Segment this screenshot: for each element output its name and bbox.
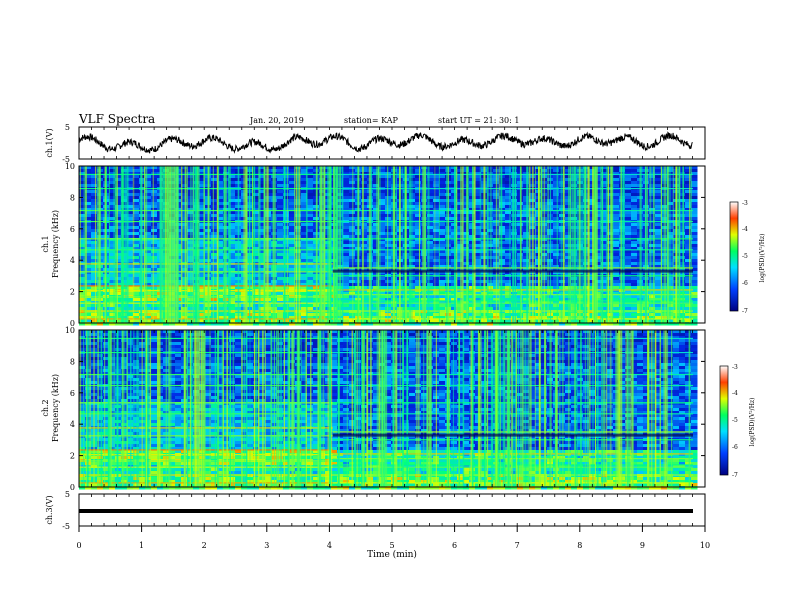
cb2-label: log(PSD)(V²/Hz): [749, 398, 756, 447]
ch1-waveform-line: [78, 131, 693, 154]
cb2-tick: -7: [732, 472, 738, 479]
ch1-ytick-bottom: -5: [62, 155, 70, 164]
cb2-tick: -6: [732, 444, 738, 451]
start-time-label: start UT = 21: 30: 1: [438, 116, 519, 125]
spec-ytick-label: 0: [70, 483, 75, 492]
date-label: Jan. 20, 2019: [249, 116, 304, 125]
ch3-ytick-bottom: -5: [62, 522, 70, 531]
spec-ytick-label: 10: [65, 326, 75, 335]
figure-title: VLF Spectra: [78, 112, 155, 126]
spec-ytick-label: 6: [70, 225, 75, 234]
cb1-label: log(PSD)(V²/Hz): [759, 234, 766, 283]
ch1-spec-channel-label: ch.1: [41, 235, 50, 252]
cb2-tick: -4: [732, 390, 738, 397]
cb2-tick: -3: [732, 364, 738, 371]
ch1-ylabel: ch.1(V): [45, 128, 54, 157]
ch1-spectrogram-image: [79, 166, 698, 326]
ch1-spectrogram-panel: 0 2 4 6 8 10 ch.1 Frequency (kHz): [41, 162, 706, 328]
spec-ytick-label: 4: [70, 256, 75, 265]
x-tick-label: 3: [264, 541, 269, 550]
x-axis: 0 1 2 3 4 5 6 7 8 9 10: [76, 127, 710, 550]
spec-ytick-label: 8: [70, 357, 75, 366]
cb1-tick: -7: [742, 308, 748, 315]
cb2-tick: -5: [732, 417, 738, 424]
spec-ytick-label: 8: [70, 193, 75, 202]
spec-ytick-label: 10: [65, 162, 75, 171]
ch1-waveform-panel: 5 -5 ch.1(V): [45, 123, 706, 164]
x-tick-label: 0: [76, 541, 81, 550]
ch1-spec-ylabel: Frequency (kHz): [51, 210, 60, 278]
station-label: station= KAP: [344, 116, 399, 125]
spec-ytick-label: 2: [70, 452, 75, 461]
ch2-spectrogram-panel: 0 2 4 6 8 10 ch.2 Frequency (kHz): [41, 326, 706, 492]
x-tick-label: 2: [202, 541, 207, 550]
cb1-tick: -5: [742, 253, 748, 260]
spec-ytick-label: 0: [70, 319, 75, 328]
x-tick-label: 8: [577, 541, 582, 550]
spec-ytick-label: 4: [70, 420, 75, 429]
x-tick-label: 1: [139, 541, 144, 550]
x-tick-label: 6: [452, 541, 457, 550]
ch2-spec-yticks: 0 2 4 6 8 10: [65, 326, 705, 492]
spec-ytick-label: 2: [70, 288, 75, 297]
x-tick-label: 5: [389, 541, 394, 550]
x-tick-label: 7: [515, 541, 520, 550]
ch2-spectrogram-image: [79, 330, 698, 490]
x-tick-label: 9: [640, 541, 645, 550]
ch1-spec-yticks: 0 2 4 6 8 10: [65, 162, 705, 328]
x-tick-label: 10: [700, 541, 710, 550]
ch2-spec-ylabel: Frequency (kHz): [51, 374, 60, 442]
spec-ytick-label: 6: [70, 389, 75, 398]
ch2-spec-channel-label: ch.2: [41, 399, 50, 416]
ch1-ytick-top: 5: [65, 123, 70, 132]
x-tick-label: 4: [327, 541, 332, 550]
cb1-tick: -3: [742, 200, 748, 207]
ch3-ylabel: ch.3(V): [45, 495, 54, 524]
ch3-ytick-top: 5: [65, 490, 70, 499]
ch3-waveform-panel: 5 -5 ch.3(V): [45, 490, 706, 531]
cb1-tick: -6: [742, 280, 748, 287]
cb1-tick: -4: [742, 226, 748, 233]
x-axis-label: Time (min): [367, 549, 417, 560]
ch2-colorbar: -3 -4 -5 -6 -7 log(PSD)(V²/Hz): [719, 364, 756, 479]
ch1-colorbar: -3 -4 -5 -6 -7 log(PSD)(V²/Hz): [729, 200, 766, 315]
